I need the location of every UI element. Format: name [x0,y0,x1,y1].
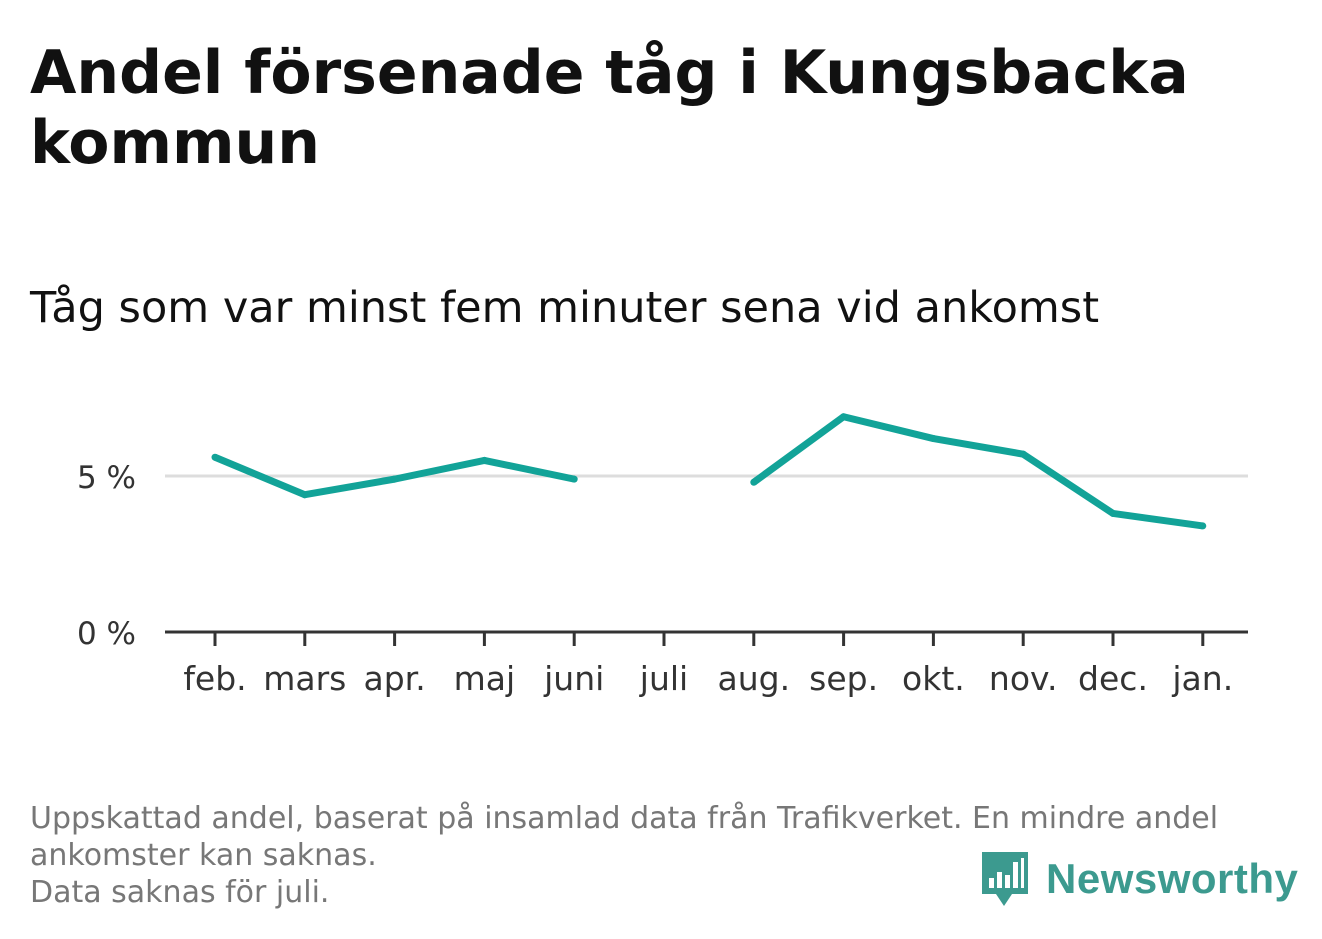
x-tick-label: jan. [1171,659,1233,698]
x-tick-label: juli [639,659,688,698]
data-point [480,456,488,464]
y-tick-label: 5 % [77,460,136,496]
series-line [751,413,1204,530]
x-tick-label: aug. [718,659,791,698]
data-point [1109,509,1117,517]
chart-title: Andel försenade tåg i Kungsbacka kommun [30,38,1189,178]
data-point [391,475,399,483]
footnote-line: Data saknas för juli. [30,875,330,910]
x-tick-label: dec. [1078,659,1148,698]
x-tick-label: mars [263,659,346,698]
x-tick-label: okt. [902,659,965,698]
x-tick-label: feb. [183,659,246,698]
footnote-line: Uppskattad andel, baserat på insamlad da… [30,801,1219,836]
data-point [211,453,219,461]
line-chart: 0 % 5 % feb. mars apr. maj juni juli aug. sep. ok… [77,413,1248,698]
x-tick-label: nov. [989,659,1058,698]
data-point [1199,522,1207,530]
x-tick-label: sep. [809,659,878,698]
chart-subtitle: Tåg som var minst fem minuter sena vid a… [30,283,1100,333]
newsworthy-logo-icon [982,852,1028,906]
data-point [929,435,937,443]
data-point [301,491,309,499]
y-tick-label: 0 % [77,616,136,652]
data-point [840,413,848,421]
logo-wordmark: Newsworthy [1046,855,1299,902]
footnote-line: ankomster kan saknas. [30,838,377,873]
newsworthy-logo: Newsworthy [980,850,1298,908]
x-tick-label: maj [454,659,516,698]
data-point [750,478,758,486]
data-point [570,475,578,483]
x-tick-label: juni [543,659,604,698]
data-point [1019,450,1027,458]
x-tick-label: apr. [363,659,425,698]
chart-footnote: Uppskattad andel, baserat på insamlad da… [30,800,1219,911]
